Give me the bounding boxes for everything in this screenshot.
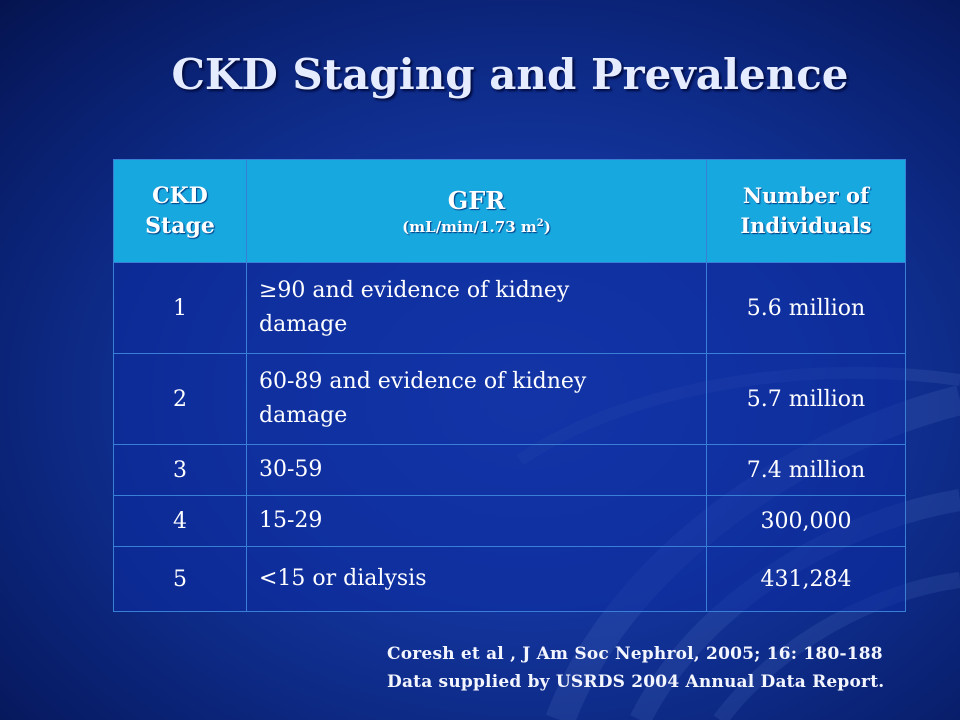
stage-cell: 5 xyxy=(113,546,247,612)
citation-block: Coresh et al , J Am Soc Nephrol, 2005; 1… xyxy=(387,640,884,696)
gfr-cell: 15-29 xyxy=(246,495,707,547)
table-row: 1 ≥90 and evidence of kidney damage 5.6 … xyxy=(113,262,906,354)
header-num-line1: Number of xyxy=(742,183,870,208)
header-gfr-unit-sup: 2 xyxy=(536,217,544,229)
header-gfr-unit-prefix: (mL/min/1.73 m xyxy=(402,217,537,236)
table-row: 5 <15 or dialysis 431,284 xyxy=(113,546,906,612)
table-row: 4 15-29 300,000 xyxy=(113,495,906,547)
stage-cell: 4 xyxy=(113,495,247,547)
header-gfr: GFR (mL/min/1.73 m2) xyxy=(246,159,707,263)
gfr-line1: ≥90 and evidence of kidney xyxy=(259,278,570,303)
header-ckd-stage: CKD Stage xyxy=(113,159,247,263)
gfr-line2: damage xyxy=(259,403,348,428)
header-gfr-main: GFR xyxy=(447,185,506,215)
stage-cell: 2 xyxy=(113,353,247,445)
header-number-of-individuals: Number of Individuals xyxy=(706,159,906,263)
number-cell: 5.6 million xyxy=(706,262,906,354)
gfr-cell: <15 or dialysis xyxy=(246,546,707,612)
gfr-line1: 60-89 and evidence of kidney xyxy=(259,369,587,394)
number-cell: 5.7 million xyxy=(706,353,906,445)
header-stage-line1: CKD xyxy=(152,183,208,209)
table-row: 3 30-59 7.4 million xyxy=(113,444,906,496)
header-stage-line2: Stage xyxy=(145,213,215,239)
slide-title: CKD Staging and Prevalence xyxy=(171,50,849,99)
header-gfr-unit-suffix: ) xyxy=(543,217,551,236)
stage-cell: 1 xyxy=(113,262,247,354)
citation-line1: Coresh et al , J Am Soc Nephrol, 2005; 1… xyxy=(387,644,883,664)
header-num-line2: Individuals xyxy=(740,213,872,238)
staging-table: CKD Stage GFR (mL/min/1.73 m2) Number of… xyxy=(113,159,906,612)
number-cell: 431,284 xyxy=(706,546,906,612)
citation-line2: Data supplied by USRDS 2004 Annual Data … xyxy=(387,672,885,692)
table-row: 2 60-89 and evidence of kidney damage 5.… xyxy=(113,353,906,445)
table-header-row: CKD Stage GFR (mL/min/1.73 m2) Number of… xyxy=(113,159,906,263)
gfr-cell: ≥90 and evidence of kidney damage xyxy=(246,262,707,354)
ckd-staging-table: CKD Stage GFR (mL/min/1.73 m2) Number of… xyxy=(113,159,906,612)
number-cell: 7.4 million xyxy=(706,444,906,496)
gfr-cell: 60-89 and evidence of kidney damage xyxy=(246,353,707,445)
gfr-cell: 30-59 xyxy=(246,444,707,496)
stage-cell: 3 xyxy=(113,444,247,496)
gfr-line2: damage xyxy=(259,312,348,337)
number-cell: 300,000 xyxy=(706,495,906,547)
header-gfr-unit: (mL/min/1.73 m2) xyxy=(248,215,705,236)
